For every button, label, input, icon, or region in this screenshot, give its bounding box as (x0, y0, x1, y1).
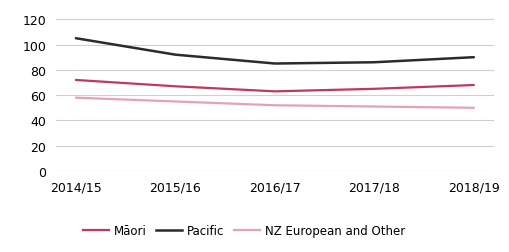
Māori (471, 84, 477, 87)
Line: NZ European and Other: NZ European and Other (76, 98, 474, 108)
Legend: Māori, Pacific, NZ European and Other: Māori, Pacific, NZ European and Other (79, 220, 410, 242)
NZ European and Other (471, 107, 477, 110)
Pacific (173, 54, 179, 57)
Pacific (371, 61, 377, 65)
Pacific (471, 56, 477, 59)
Line: Pacific: Pacific (76, 39, 474, 64)
NZ European and Other (371, 106, 377, 109)
Line: Māori: Māori (76, 81, 474, 92)
Māori (173, 85, 179, 88)
Māori (371, 88, 377, 91)
NZ European and Other (173, 101, 179, 104)
Pacific (272, 63, 278, 66)
Pacific (73, 38, 79, 41)
Māori (73, 79, 79, 82)
Māori (272, 90, 278, 93)
NZ European and Other (272, 104, 278, 107)
NZ European and Other (73, 97, 79, 100)
